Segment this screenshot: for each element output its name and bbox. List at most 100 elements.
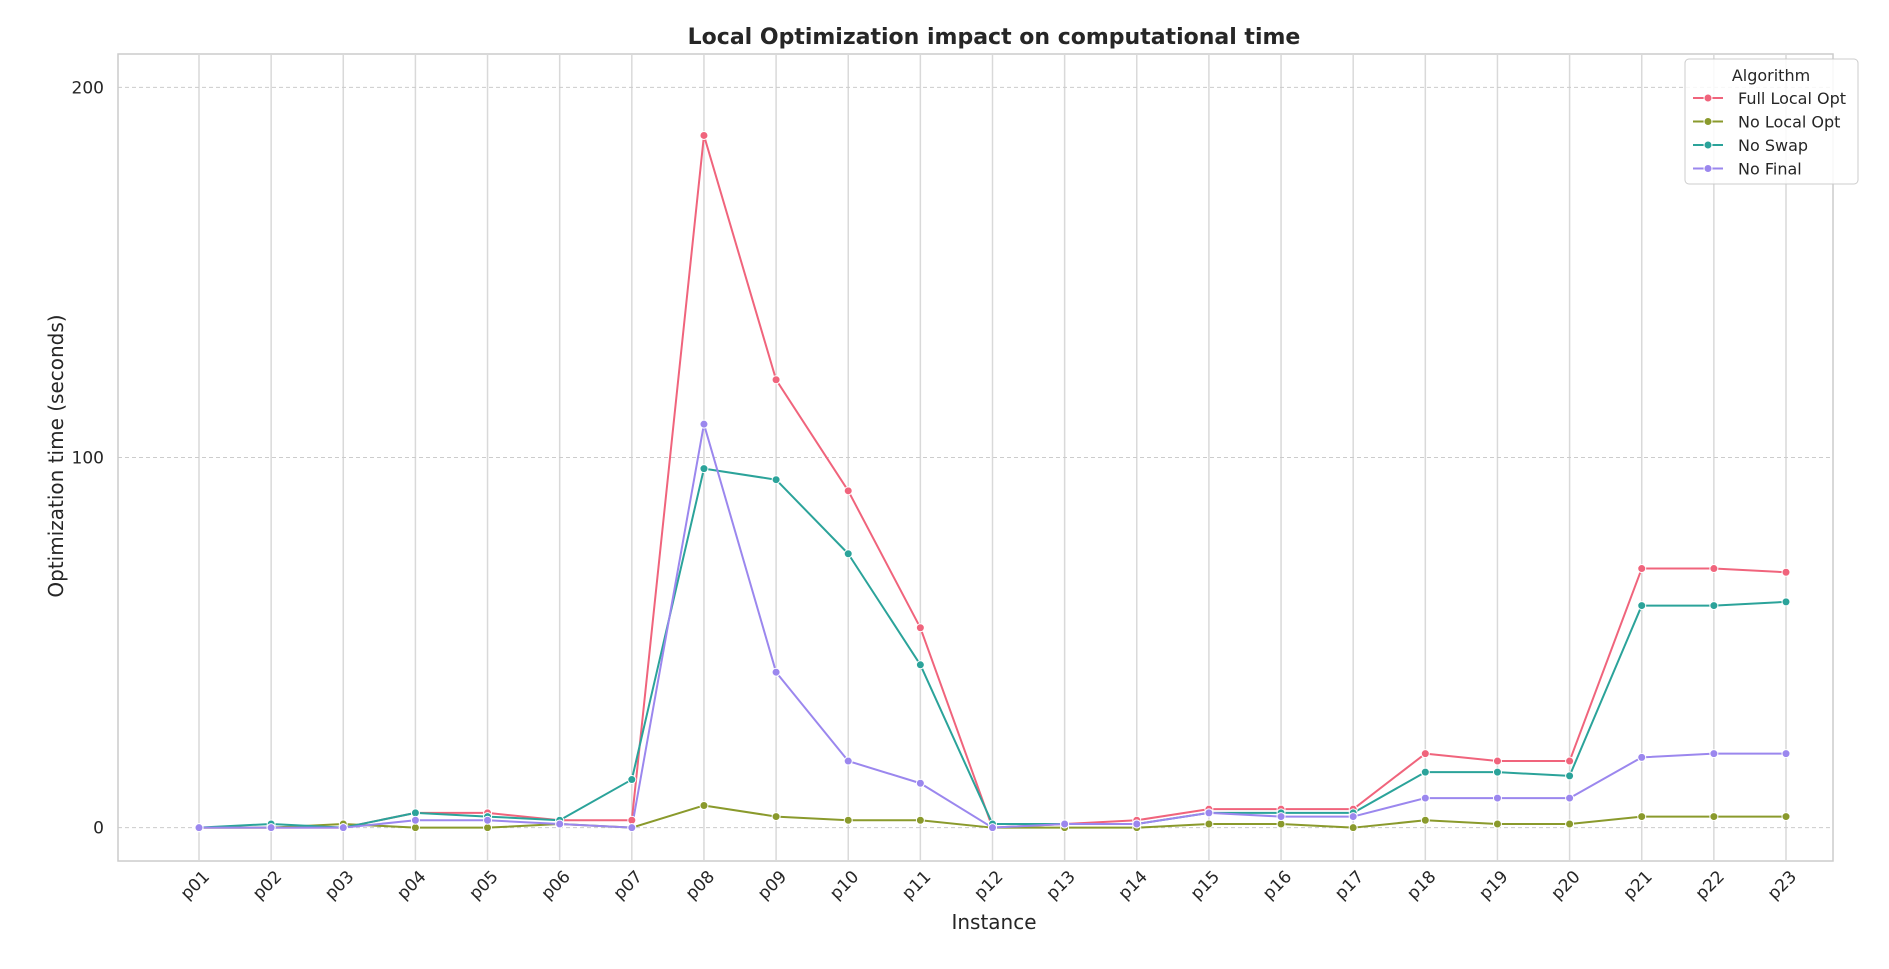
data-point-no-final [1420,793,1430,803]
data-point-full-local-opt [1709,564,1719,574]
legend-marker-no-swap [1703,140,1713,150]
data-point-no-final [627,823,637,833]
chart-title: Local Optimization impact on computation… [688,25,1301,50]
data-point-no-swap [915,660,925,670]
data-point-no-local-opt [1420,815,1430,825]
data-point-no-local-opt [1276,819,1286,829]
x-axis-title: Instance [951,910,1036,934]
data-point-no-final [771,667,781,677]
legend-marker-no-local-opt [1703,117,1713,126]
data-point-no-final [1132,819,1142,829]
x-tick-label: p17 [1331,867,1368,904]
data-point-no-final [410,815,420,825]
data-point-no-swap [699,464,709,474]
data-point-no-final [1492,793,1502,803]
data-point-no-local-opt [1709,812,1719,822]
data-point-no-swap [1492,767,1502,777]
data-point-full-local-opt [1781,567,1791,577]
data-point-full-local-opt [627,815,637,825]
data-point-no-final [988,823,997,833]
data-point-full-local-opt [1637,564,1647,574]
data-point-no-swap [843,549,853,559]
data-point-no-final [1204,808,1214,818]
x-tick-label: p16 [1259,867,1296,904]
x-tick-label: p06 [538,867,575,904]
data-point-no-local-opt [843,815,853,825]
data-point-no-final [555,819,565,829]
legend-marker-full-local-opt [1703,93,1713,103]
series-markers [194,130,1791,833]
data-point-no-local-opt [915,815,925,825]
data-point-no-swap [1781,597,1791,607]
legend-label-no-local-opt: No Local Opt [1738,113,1840,132]
data-point-no-local-opt [771,812,781,822]
data-point-no-final [699,419,709,429]
x-tick-label: p10 [826,867,863,904]
data-point-full-local-opt [1492,756,1502,766]
x-tick-label: p21 [1620,867,1657,904]
data-point-no-final [1276,812,1286,822]
data-point-no-swap [410,808,420,818]
x-tick-label: p01 [177,867,214,904]
y-tick-label: 100 [72,449,104,469]
legend-label-no-final: No Final [1738,160,1802,179]
data-point-full-local-opt [699,130,709,140]
data-point-no-local-opt [1492,819,1502,829]
legend: Algorithm Full Local Opt No Local Opt No S… [1684,58,1859,185]
x-tick-label: p03 [321,867,358,904]
legend-label-full-local-opt: Full Local Opt [1738,89,1846,108]
x-tick-label: p08 [682,867,719,904]
x-tick-label: p13 [1043,867,1080,904]
data-point-no-swap [771,475,781,485]
data-point-no-final [1060,819,1070,829]
y-tick-label: 200 [72,78,104,98]
data-point-no-final [266,823,276,833]
data-point-no-final [194,823,204,833]
y-tick-label: 0 [93,819,104,839]
x-tick-label: p19 [1475,867,1512,904]
data-point-no-final [338,823,348,833]
legend-marker-no-final [1703,164,1713,173]
x-tick-label: p14 [1115,867,1152,904]
data-point-no-swap [1565,771,1575,781]
x-tick-label: p22 [1692,867,1729,904]
data-point-no-local-opt [1204,819,1214,829]
data-point-no-swap [1420,767,1430,777]
data-point-no-final [843,756,853,766]
data-point-no-final [1637,752,1647,762]
data-point-no-local-opt [1781,812,1791,822]
data-point-no-local-opt [1637,812,1647,822]
data-point-no-local-opt [410,823,420,833]
legend-label-no-swap: No Swap [1738,136,1808,155]
x-tick-label: p23 [1764,867,1801,904]
x-tick-label: p20 [1548,867,1585,904]
x-tick-label: p05 [465,867,502,904]
data-point-no-swap [1709,601,1719,611]
data-point-no-swap [1637,601,1647,611]
y-axis-title: Optimization time (seconds) [44,314,68,597]
y-tick-labels: 0 100 200 [72,78,104,838]
data-point-no-local-opt [483,823,493,833]
data-point-full-local-opt [771,375,781,385]
x-tick-label: p09 [754,867,791,904]
data-point-full-local-opt [1420,749,1430,759]
x-tick-label: p02 [249,867,286,904]
data-point-no-final [483,815,493,825]
data-point-no-final [1565,793,1575,803]
x-tick-label: p07 [610,867,647,904]
x-tick-label: p04 [393,867,430,904]
x-tick-label: p15 [1187,867,1224,904]
legend-box [1684,58,1859,185]
data-point-full-local-opt [1565,756,1575,766]
data-point-no-final [915,778,925,788]
grid-lines [118,54,1833,861]
data-point-no-final [1781,749,1791,759]
data-point-no-local-opt [1565,819,1575,829]
legend-title: Algorithm [1732,66,1810,85]
x-tick-label: p11 [898,867,935,904]
data-point-no-swap [627,775,637,785]
data-point-full-local-opt [915,623,925,633]
x-tick-label: p18 [1403,867,1440,904]
data-point-full-local-opt [843,486,853,496]
